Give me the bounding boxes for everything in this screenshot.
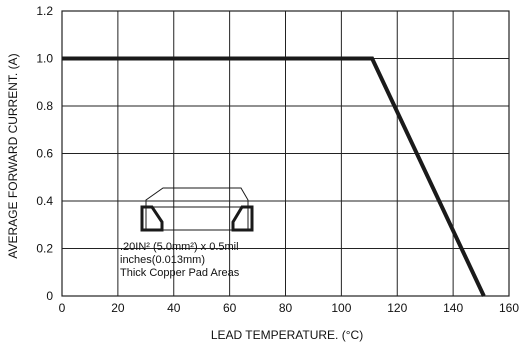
y-tick-label: 0.8 — [36, 99, 53, 113]
left-copper-pad — [142, 207, 162, 230]
x-tick-label: 20 — [111, 301, 125, 315]
x-tick-label: 0 — [59, 301, 66, 315]
y-tick-label: 0.2 — [36, 242, 53, 256]
x-tick-label: 120 — [387, 301, 407, 315]
x-tick-label: 40 — [167, 301, 181, 315]
y-tick-label: 1.2 — [36, 4, 53, 18]
x-tick-label: 60 — [223, 301, 237, 315]
x-tick-label: 80 — [279, 301, 293, 315]
x-tick-label: 140 — [443, 301, 463, 315]
right-copper-pad — [233, 207, 252, 230]
y-tick-label: 0.6 — [36, 147, 53, 161]
x-tick-label: 100 — [331, 301, 351, 315]
x-axis-title: LEAD TEMPERATURE. (°C) — [211, 328, 363, 342]
pad-annotation: .20IN² (5.0mm²) x 0.5mil inches(0.013mm)… — [120, 188, 252, 279]
annotation-line-2: inches(0.013mm) — [120, 254, 205, 266]
x-tick-label: 160 — [499, 301, 519, 315]
y-tick-label: 0 — [46, 289, 53, 303]
x-tick-labels: 0 20 40 60 80 100 120 140 160 — [59, 301, 520, 315]
y-axis-title: AVERAGE FORWARD CURRENT. (A) — [6, 53, 20, 258]
y-tick-label: 1.0 — [36, 52, 53, 66]
annotation-line-1: .20IN² (5.0mm²) x 0.5mil — [120, 241, 239, 253]
y-tick-label: 0.4 — [36, 194, 53, 208]
y-tick-labels: 0 0.2 0.4 0.6 0.8 1.0 1.2 — [36, 4, 53, 303]
annotation-line-3: Thick Copper Pad Areas — [120, 267, 240, 279]
